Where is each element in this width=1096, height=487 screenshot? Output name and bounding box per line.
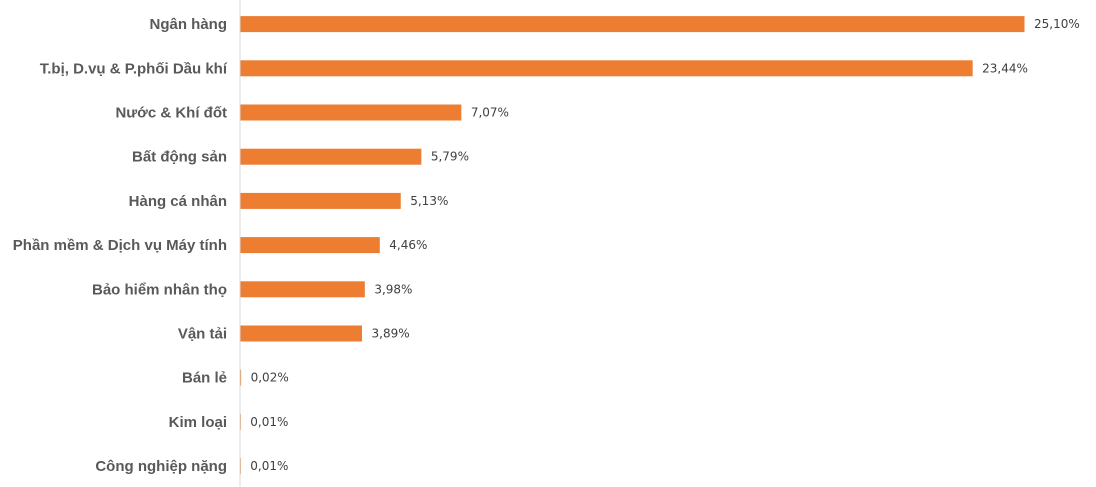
bar [240, 192, 401, 209]
data-label: 0,02% [251, 371, 289, 385]
data-labels-group: 25,10% 23,44% 7,07% 5,79% 5,13% 4,46% 3,98% 3,8… [250, 17, 1079, 473]
bar [240, 60, 973, 77]
category-label: Bán lẻ [182, 370, 227, 387]
data-label: 7,07% [471, 106, 509, 120]
data-label: 0,01% [250, 415, 288, 429]
category-label: Bất động sản [132, 149, 227, 166]
bar [240, 281, 365, 298]
data-label: 23,44% [982, 61, 1028, 75]
bar [240, 16, 1025, 33]
data-label: 5,13% [410, 194, 448, 208]
bar [240, 325, 363, 342]
data-label: 3,89% [372, 327, 410, 341]
bar [240, 237, 380, 254]
bar [240, 369, 242, 386]
category-label: Bảo hiểm nhân thọ [92, 281, 227, 298]
bar [240, 148, 422, 165]
data-label: 0,01% [250, 459, 288, 473]
category-label: Công nghiệp nặng [95, 458, 227, 475]
bar [240, 104, 462, 121]
category-label: Nước & Khí đốt [115, 105, 227, 122]
category-label: T.bị, D.vụ & P.phối Dầu khí [40, 60, 228, 77]
category-label: Vận tải [178, 326, 227, 343]
data-label: 3,98% [374, 282, 412, 296]
category-label: Ngân hàng [150, 16, 228, 33]
category-labels-group: Ngân hàng T.bị, D.vụ & P.phối Dầu khí Nước… [13, 16, 228, 475]
category-label: Phần mềm & Dịch vụ Máy tính [13, 237, 227, 254]
data-label: 5,79% [431, 150, 469, 164]
data-label: 25,10% [1034, 17, 1080, 31]
bars-group [240, 16, 1025, 475]
category-label: Kim loại [169, 414, 227, 431]
data-label: 4,46% [389, 238, 427, 252]
category-label: Hàng cá nhân [129, 193, 227, 210]
